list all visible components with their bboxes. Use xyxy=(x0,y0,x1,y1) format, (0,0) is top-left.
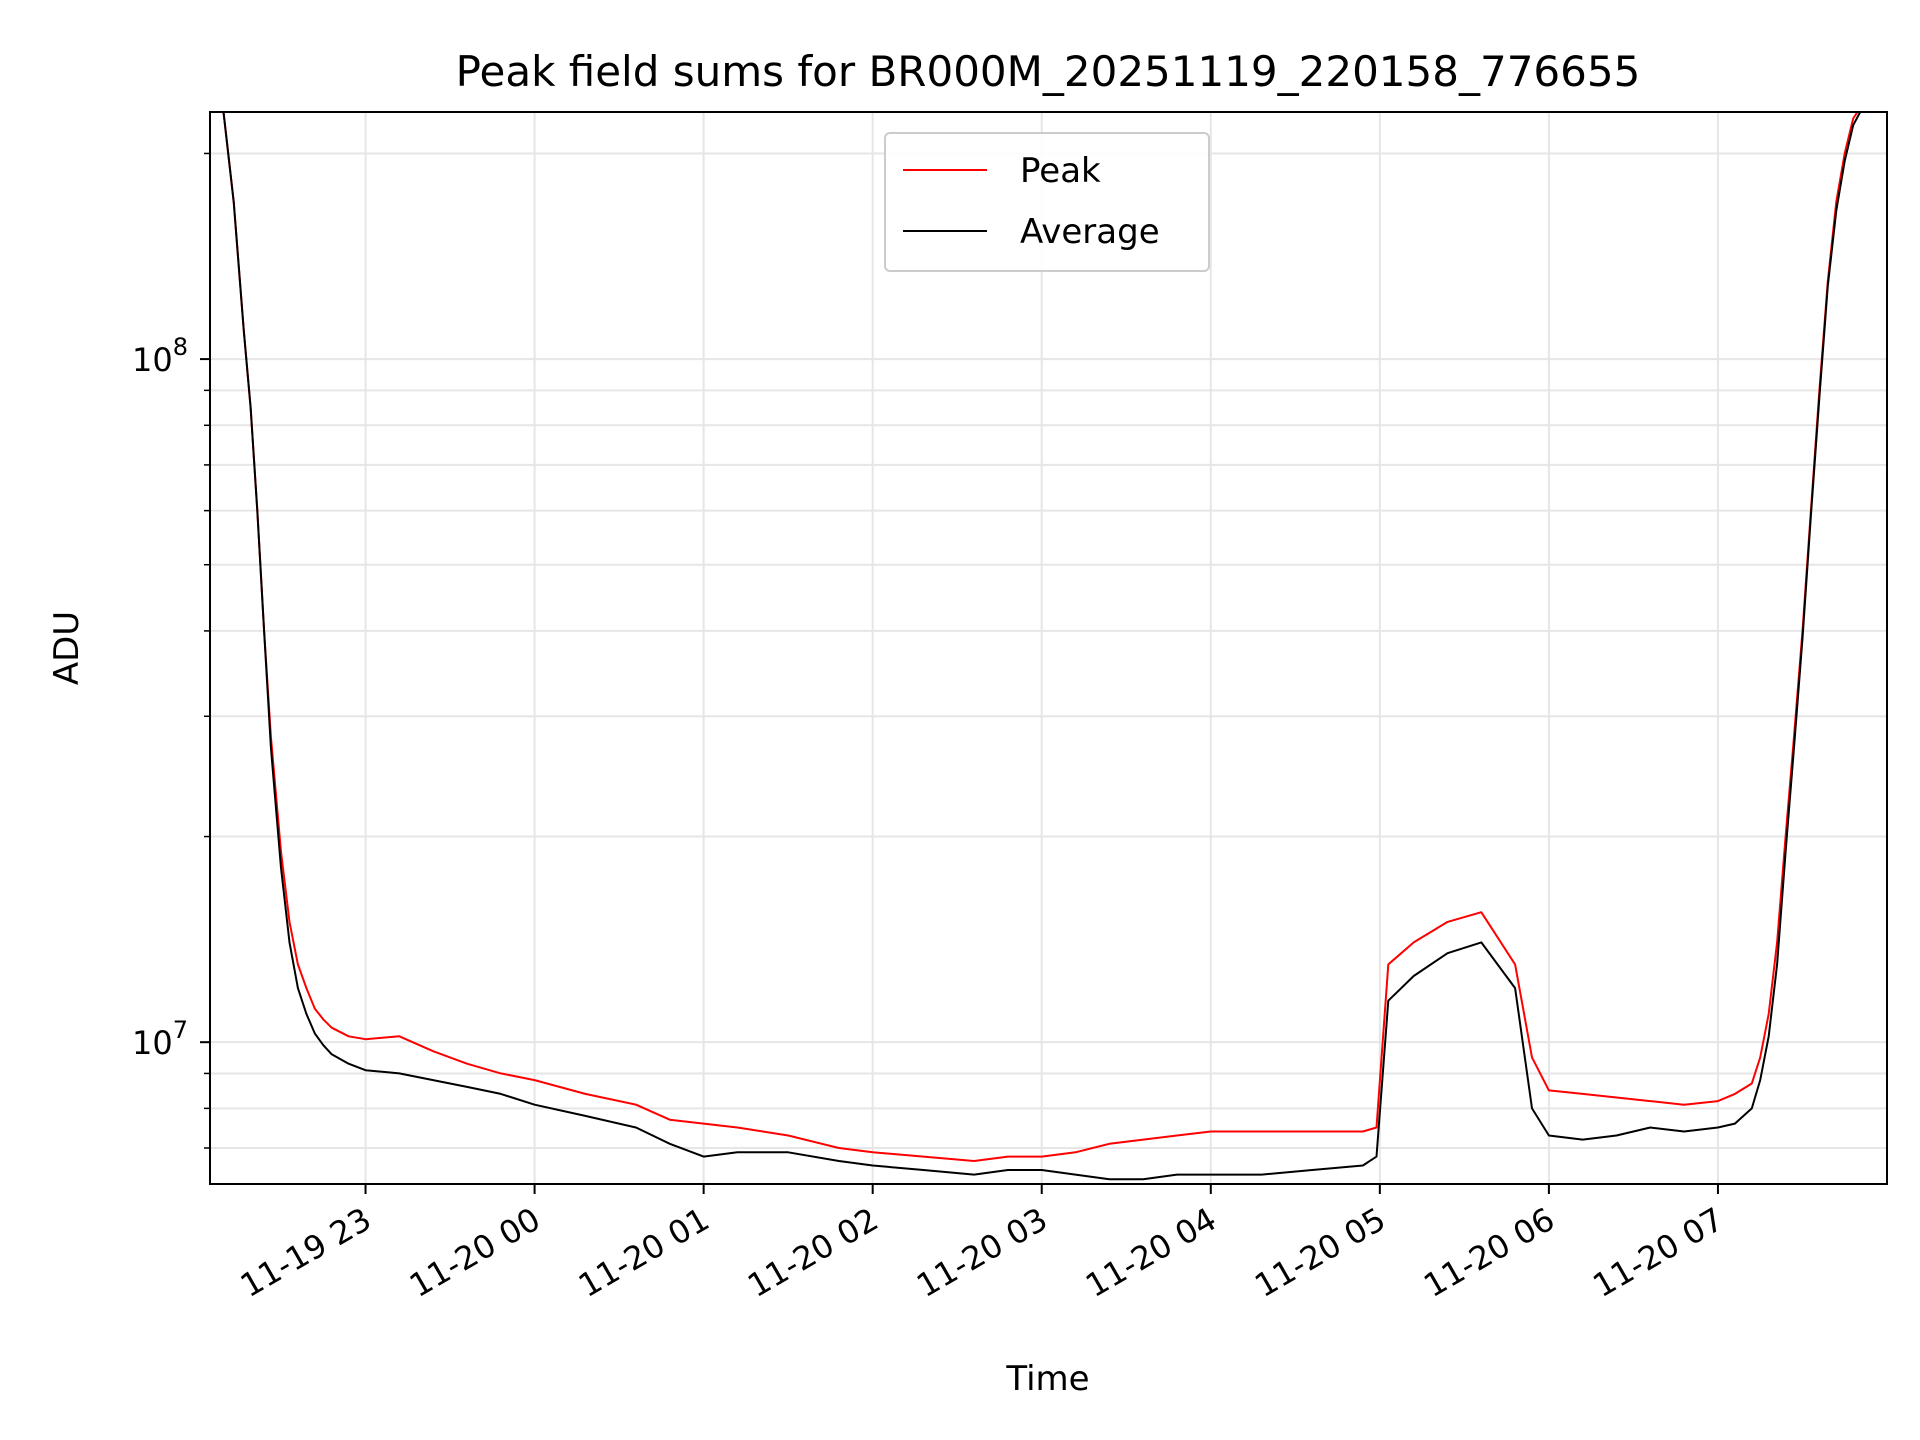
legend-label-peak: Peak xyxy=(1020,151,1101,191)
y-axis-label: ADU xyxy=(47,611,87,685)
legend-box xyxy=(884,132,1210,272)
plot-frame xyxy=(209,111,1888,1185)
series-line-average xyxy=(222,112,1862,1181)
series-line-peak xyxy=(222,112,1859,1162)
grid xyxy=(210,112,1887,1184)
legend: Peak Average xyxy=(884,132,1210,272)
series-group xyxy=(222,112,1862,1181)
x-axis-label: Time xyxy=(1005,1359,1089,1399)
y-tick-exponent: 8 xyxy=(173,333,188,361)
legend-label-average: Average xyxy=(1020,212,1160,252)
chart-title: Peak field sums for BR000M_20251119_2201… xyxy=(456,47,1641,96)
y-tick-exponent: 7 xyxy=(173,1016,188,1044)
